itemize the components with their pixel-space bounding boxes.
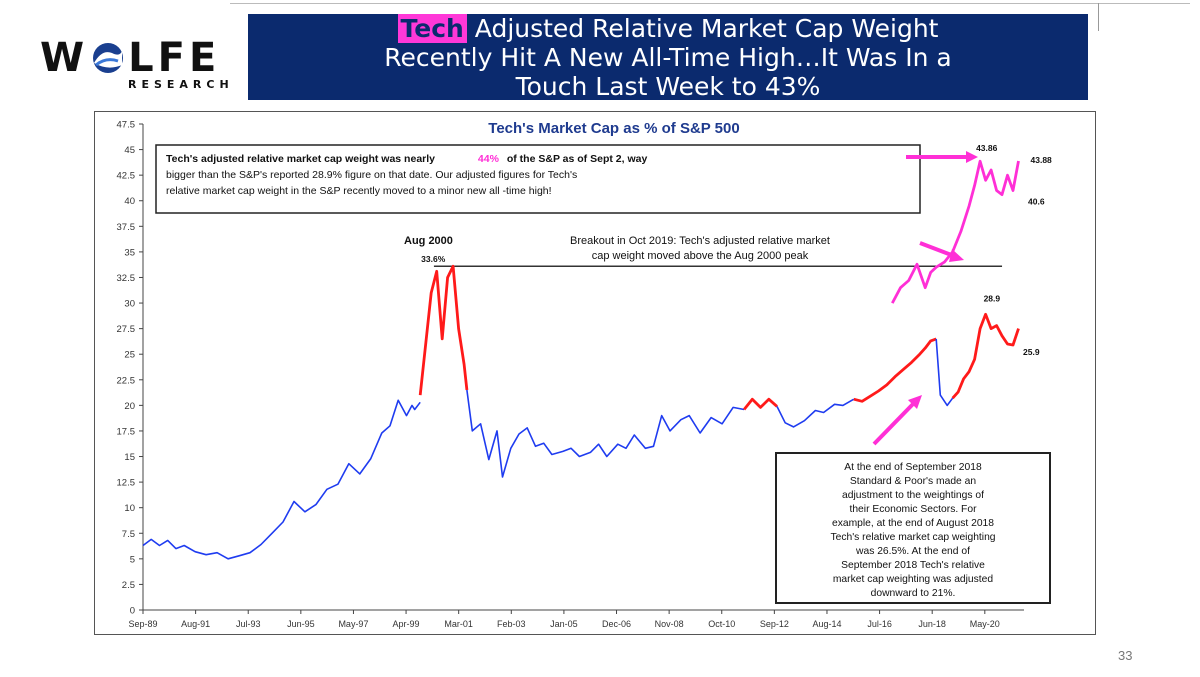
series-line bbox=[466, 389, 745, 478]
series-line bbox=[935, 338, 954, 407]
series-line bbox=[891, 159, 1020, 304]
title-highlight: Tech bbox=[397, 14, 467, 43]
chart-title: Tech's Market Cap as % of S&P 500 bbox=[488, 120, 739, 137]
data-label: 40.6 bbox=[1028, 197, 1045, 207]
series-line bbox=[951, 312, 1020, 400]
x-tick-label: Dec-06 bbox=[602, 619, 631, 629]
logo-subtitle: RESEARCH bbox=[128, 78, 234, 91]
data-label: 25.9 bbox=[1023, 347, 1040, 357]
y-tick-label: 7.5 bbox=[122, 529, 135, 540]
sp-adjustment-line: example, at the end of August 2018 bbox=[832, 518, 994, 529]
y-tick-label: 37.5 bbox=[117, 222, 136, 233]
x-tick-label: Jun-95 bbox=[287, 619, 315, 629]
y-tick-label: 27.5 bbox=[117, 324, 136, 335]
y-tick-label: 22.5 bbox=[117, 375, 136, 386]
wolfe-logo: W LFE RESEARCH bbox=[40, 38, 230, 98]
page-number: 33 bbox=[1118, 648, 1133, 663]
x-tick-label: Aug-91 bbox=[181, 619, 210, 629]
sp-adjustment-line: market cap weighting was adjusted bbox=[833, 574, 994, 585]
y-tick-label: 30 bbox=[124, 299, 135, 310]
y-tick-label: 32.5 bbox=[117, 273, 136, 284]
logo-wave-icon bbox=[93, 43, 124, 73]
y-tick-label: 0 bbox=[130, 606, 135, 617]
chart-axes: 0 2.5 5 7.5 10 12.5 15 17.5 20 22.5 25 27.5 30 32.5 35… bbox=[117, 120, 1024, 629]
x-tick-label: Feb-03 bbox=[497, 619, 526, 629]
arrow-adjustment bbox=[872, 401, 916, 446]
chart-frame: Tech's Market Cap as % of S&P 500 0 2.5 5 7… bbox=[94, 111, 1096, 635]
y-tick-label: 42.5 bbox=[117, 171, 136, 182]
y-tick-label: 40 bbox=[124, 196, 135, 207]
x-tick-label: Aug-14 bbox=[812, 619, 841, 629]
arrow-adjustment-head bbox=[908, 395, 922, 409]
arrow-breakout bbox=[919, 241, 955, 258]
y-tick-label: 12.5 bbox=[117, 478, 136, 489]
chart-series: 33.6% 43.86 43.88 40.6 28.9 25.9 bbox=[142, 143, 1053, 560]
summary-line-3: relative market cap weight in the S&P re… bbox=[166, 185, 552, 197]
sp-adjustment-line: Standard & Poor's made an bbox=[850, 476, 976, 487]
data-label: 43.88 bbox=[1031, 155, 1053, 165]
breakout-line-1: Breakout in Oct 2019: Tech's adjusted re… bbox=[570, 235, 830, 247]
breakout-line-2: cap weight moved above the Aug 2000 peak bbox=[592, 250, 809, 262]
y-tick-label: 25 bbox=[124, 350, 135, 361]
x-tick-label: Sep-12 bbox=[760, 619, 789, 629]
y-tick-label: 47.5 bbox=[117, 120, 136, 131]
x-tick-label: May-20 bbox=[970, 619, 1000, 629]
sp-adjustment-box bbox=[775, 452, 1051, 604]
logo-wordmark: W LFE bbox=[40, 38, 230, 78]
arrow-breakout-head bbox=[949, 249, 964, 262]
x-tick-label: Mar-01 bbox=[444, 619, 473, 629]
logo-letters-lfe: LFE bbox=[128, 35, 221, 81]
pink-arrows bbox=[872, 151, 978, 446]
x-tick-label: Sep-89 bbox=[128, 619, 157, 629]
series-line bbox=[743, 397, 778, 411]
title-line-2: Recently Hit A New All-Time High…It Was … bbox=[384, 43, 952, 72]
x-tick-label: Oct-10 bbox=[708, 619, 735, 629]
series-line bbox=[776, 398, 855, 428]
data-label: 43.86 bbox=[976, 143, 998, 153]
corner-rule bbox=[1098, 3, 1099, 31]
sp-adjustment-line: Tech's relative market cap weighting bbox=[830, 532, 995, 543]
sp-adjustment-line: downward to 21%. bbox=[871, 588, 956, 599]
title-line-1: Tech Adjusted Relative Market Cap Weight bbox=[248, 14, 1088, 43]
x-tick-label: Nov-08 bbox=[655, 619, 684, 629]
y-tick-label: 15 bbox=[124, 452, 135, 463]
series-line bbox=[418, 264, 469, 396]
title-line-3: Touch Last Week to 43% bbox=[515, 72, 821, 101]
series-line bbox=[142, 399, 421, 560]
summary-box bbox=[155, 144, 921, 214]
y-tick-label: 45 bbox=[124, 145, 135, 156]
y-tick-label: 10 bbox=[124, 503, 135, 514]
logo-letter-w: W bbox=[40, 35, 89, 81]
data-label: 33.6% bbox=[421, 254, 446, 264]
x-tick-label: May-97 bbox=[338, 619, 368, 629]
x-tick-label: Apr-99 bbox=[393, 619, 420, 629]
y-tick-label: 35 bbox=[124, 247, 135, 258]
x-tick-label: Jan-05 bbox=[550, 619, 578, 629]
sp-adjustment-line: was 26.5%. At the end of bbox=[855, 546, 970, 557]
sp-adjustment-line: adjustment to the weightings of bbox=[842, 490, 984, 501]
arrow-top-head bbox=[966, 151, 978, 163]
y-tick-label: 2.5 bbox=[122, 580, 135, 591]
summary-line-2: bigger than the S&P's reported 28.9% fig… bbox=[166, 169, 577, 181]
sp-adjustment-line: At the end of September 2018 bbox=[844, 462, 982, 473]
x-tick-label: Jul-16 bbox=[867, 619, 892, 629]
x-tick-label: Jun-18 bbox=[918, 619, 946, 629]
data-label: 28.9 bbox=[984, 293, 1001, 303]
market-cap-chart: Tech's Market Cap as % of S&P 500 0 2.5 5 7… bbox=[94, 111, 1096, 635]
y-tick-label: 5 bbox=[130, 554, 135, 565]
sp-adjustment-text: At the end of September 2018 Standard & P… bbox=[830, 462, 995, 599]
series-line bbox=[853, 337, 937, 403]
sp-adjustment-line: September 2018 Tech's relative bbox=[841, 560, 985, 571]
slide-title-box: Tech Adjusted Relative Market Cap Weight… bbox=[248, 14, 1088, 101]
x-tick-label: Jul-93 bbox=[236, 619, 261, 629]
aug-2000-label: Aug 2000 bbox=[404, 235, 453, 247]
summary-line-1: Tech's adjusted relative market cap weig… bbox=[166, 153, 647, 165]
top-rule-line bbox=[230, 3, 1190, 4]
title-line-1-rest: Adjusted Relative Market Cap Weight bbox=[474, 14, 939, 43]
sp-adjustment-line: their Economic Sectors. For bbox=[849, 504, 977, 515]
y-tick-label: 20 bbox=[124, 401, 135, 412]
y-tick-label: 17.5 bbox=[117, 426, 136, 437]
